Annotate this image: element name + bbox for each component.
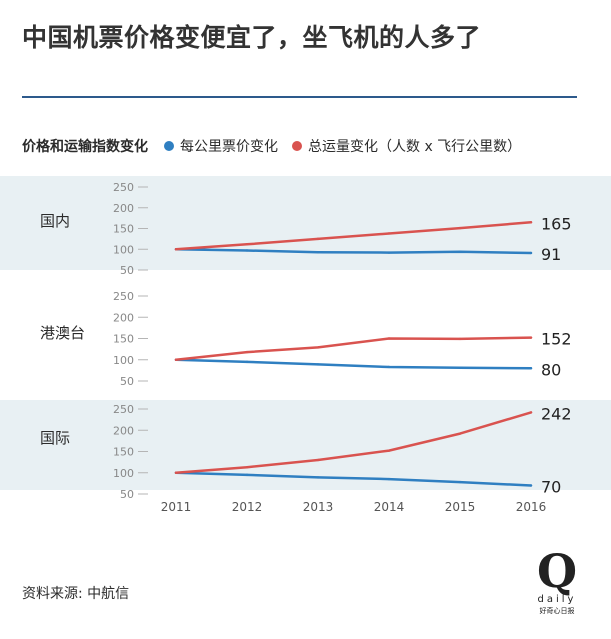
- point-volume-2-2: [316, 458, 320, 462]
- y-tick-label-1-250: 250: [113, 290, 134, 303]
- x-tick-label-2011: 2011: [161, 500, 192, 514]
- title-divider: [22, 96, 577, 98]
- panel-label-2: 国际: [40, 429, 70, 447]
- point-volume-2-3: [387, 449, 391, 452]
- legend-item-volume: 总运量变化（人数 x 飞行公里数）: [292, 136, 521, 156]
- panel-label-1: 港澳台: [40, 324, 85, 342]
- legend: 价格和运输指数变化 每公里票价变化 总运量变化（人数 x 飞行公里数）: [22, 136, 535, 156]
- y-tick-label-1-100: 100: [113, 354, 134, 367]
- point-price-2-1: [245, 473, 249, 477]
- series-line-volume-2: [174, 411, 533, 475]
- x-tick-label-2016: 2016: [516, 500, 547, 514]
- y-tick-label-0-150: 150: [113, 223, 134, 236]
- point-volume-2-1: [245, 466, 249, 469]
- y-tick-label-2-50: 50: [120, 488, 134, 501]
- y-tick-label-1-200: 200: [113, 311, 134, 324]
- point-volume-2-0: [174, 471, 178, 474]
- legend-title: 价格和运输指数变化: [22, 139, 148, 155]
- y-tick-label-2-150: 150: [113, 446, 134, 459]
- point-volume-2-5: [529, 411, 533, 414]
- x-tick-label-2012: 2012: [232, 500, 263, 514]
- point-price-0-4: [458, 250, 462, 253]
- point-price-0-5: [529, 251, 533, 255]
- x-tick-label-2014: 2014: [374, 500, 405, 514]
- panel-label-0: 国内: [40, 212, 70, 230]
- point-volume-1-3: [387, 337, 391, 340]
- point-price-2-4: [458, 480, 462, 484]
- series-line-price-0: [174, 248, 533, 255]
- panel-band-2: [0, 400, 611, 490]
- y-tick-label-1-150: 150: [113, 333, 134, 346]
- source-note: 资料来源: 中航信: [22, 586, 130, 602]
- point-price-1-5: [529, 367, 533, 370]
- y-tick-label-1-50: 50: [120, 375, 134, 388]
- y-tick-label-0-50: 50: [120, 264, 134, 277]
- point-price-0-1: [245, 249, 249, 252]
- end-label-price-1: 80: [541, 360, 561, 379]
- end-label-volume-1: 152: [541, 330, 572, 349]
- y-tick-label-2-250: 250: [113, 403, 134, 416]
- point-volume-1-0: [174, 358, 178, 361]
- series-line-price-1: [174, 358, 533, 370]
- y-tick-label-0-250: 250: [113, 181, 134, 194]
- brand-logo: Q daily 好奇心日报: [533, 548, 581, 628]
- point-price-1-1: [245, 360, 249, 364]
- end-label-price-0: 91: [541, 245, 561, 264]
- legend-label-price: 每公里票价变化: [180, 139, 278, 155]
- point-volume-1-1: [245, 350, 249, 354]
- point-volume-2-4: [458, 432, 462, 435]
- series-line-volume-0: [174, 221, 533, 251]
- x-tick-label-2013: 2013: [303, 500, 334, 514]
- legend-label-volume: 总运量变化（人数 x 飞行公里数）: [308, 139, 522, 155]
- series-line-price-2: [174, 471, 533, 487]
- series-line-volume-1: [174, 336, 533, 362]
- point-price-2-5: [529, 484, 533, 487]
- y-tick-label-2-200: 200: [113, 424, 134, 437]
- point-volume-0-5: [529, 221, 533, 224]
- point-price-1-2: [316, 363, 320, 366]
- point-price-2-3: [387, 477, 391, 481]
- logo-word: daily: [537, 594, 577, 605]
- point-price-0-2: [316, 250, 320, 254]
- point-price-1-4: [458, 366, 462, 370]
- point-volume-1-4: [458, 337, 462, 341]
- legend-dot-volume-icon: [292, 141, 302, 151]
- y-tick-label-0-100: 100: [113, 243, 134, 256]
- point-volume-0-1: [245, 243, 249, 246]
- point-volume-1-2: [316, 346, 320, 349]
- point-volume-0-0: [174, 248, 178, 251]
- point-volume-0-2: [316, 237, 320, 241]
- point-price-2-2: [316, 476, 320, 479]
- point-price-0-3: [387, 251, 391, 254]
- logo-letter: Q: [536, 544, 578, 598]
- logo-cn: 好奇心日报: [539, 607, 575, 615]
- point-volume-0-4: [458, 226, 462, 230]
- point-volume-0-3: [387, 232, 391, 235]
- legend-dot-price-icon: [164, 141, 174, 151]
- end-label-price-2: 70: [541, 478, 561, 497]
- x-tick-label-2015: 2015: [445, 500, 476, 514]
- end-label-volume-0: 165: [541, 214, 572, 233]
- end-label-volume-2: 242: [541, 404, 572, 423]
- legend-item-price: 每公里票价变化: [164, 136, 278, 156]
- point-price-1-3: [387, 365, 391, 369]
- point-volume-1-5: [529, 336, 533, 339]
- y-tick-label-2-100: 100: [113, 467, 134, 480]
- chart-title: 中国机票价格变便宜了，坐飞机的人多了: [22, 23, 482, 52]
- y-tick-label-0-200: 200: [113, 202, 134, 215]
